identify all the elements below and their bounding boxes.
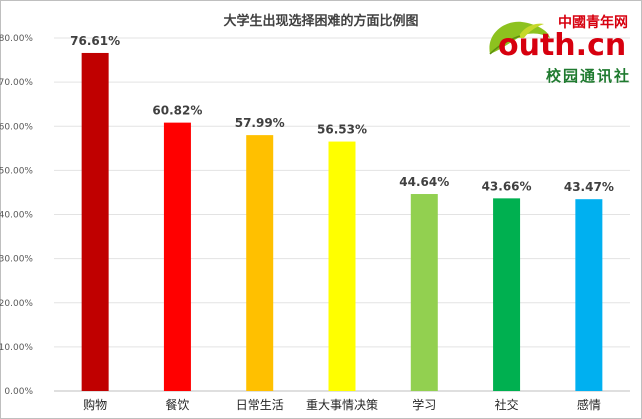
chart-title: 大学生出现选择困难的方面比例图 (223, 14, 419, 29)
data-label: 57.99% (235, 116, 285, 130)
data-label: 76.61% (70, 34, 120, 48)
data-label: 43.47% (564, 180, 614, 194)
logo-brand-en: outh.cn (498, 28, 627, 63)
youth-cn-logo: 中國青年网 outh.cn 校园通讯社 (484, 8, 634, 88)
logo-brand-cn: 中國青年网 (558, 15, 628, 31)
y-tick-label: 70.00% (0, 78, 33, 88)
y-tick-label: 20.00% (0, 299, 33, 309)
bar (81, 52, 109, 391)
data-label: 43.66% (482, 179, 532, 193)
x-tick-label: 社交 (495, 397, 519, 412)
x-tick-label: 学习 (412, 397, 436, 412)
bar (328, 141, 356, 391)
bar (575, 199, 603, 391)
y-tick-label: 50.00% (0, 166, 33, 176)
data-label: 56.53% (317, 123, 367, 137)
y-tick-label: 80.00% (0, 34, 33, 44)
y-tick-label: 60.00% (0, 122, 33, 132)
bar (246, 135, 274, 391)
data-label: 44.64% (399, 175, 449, 189)
logo-subtitle: 校园通讯社 (546, 67, 632, 85)
x-tick-label: 重大事情决策 (306, 398, 378, 412)
y-tick-label: 10.00% (0, 343, 33, 353)
data-label: 60.82% (152, 104, 202, 118)
x-tick-label: 购物 (83, 397, 107, 412)
x-tick-label: 日常生活 (236, 398, 284, 412)
bar (163, 122, 191, 392)
y-tick-label: 40.00% (0, 211, 33, 221)
bar (493, 198, 521, 391)
ginkgo-leaf-icon (489, 21, 550, 55)
y-tick-label: 30.00% (0, 255, 33, 265)
y-tick-label: 0.00% (4, 387, 33, 397)
x-tick-label: 感情 (577, 397, 601, 412)
x-tick-label: 餐饮 (165, 397, 189, 412)
bar (410, 194, 438, 391)
